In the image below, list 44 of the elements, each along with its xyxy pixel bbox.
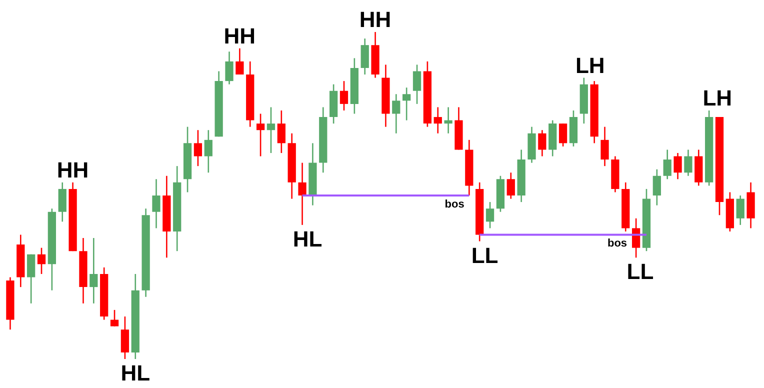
candlestick bbox=[120, 316, 130, 360]
annotation: bos bbox=[607, 238, 628, 250]
candlestick bbox=[486, 201, 494, 229]
candlestick bbox=[434, 106, 442, 134]
candlestick bbox=[110, 309, 119, 327]
annotation: bos bbox=[444, 198, 464, 210]
candlestick bbox=[194, 129, 202, 167]
candlestick bbox=[360, 38, 369, 76]
candlestick bbox=[298, 162, 306, 226]
annotation: LH bbox=[702, 85, 732, 110]
candlestick bbox=[652, 168, 661, 206]
candlestick bbox=[392, 93, 400, 134]
annotation: HL bbox=[292, 226, 322, 252]
candlestick bbox=[277, 110, 286, 154]
candlestick bbox=[444, 106, 452, 134]
candlestick bbox=[558, 122, 568, 148]
annotation: LH bbox=[575, 52, 605, 78]
annotation: LL bbox=[626, 259, 654, 284]
candlestick bbox=[600, 126, 609, 167]
candlestick bbox=[340, 80, 348, 112]
candlestick bbox=[632, 218, 640, 258]
candlestick bbox=[684, 149, 692, 177]
text: HL bbox=[120, 360, 150, 386]
candlestick bbox=[402, 86, 411, 121]
candlestick bbox=[506, 172, 515, 200]
candlestick bbox=[266, 106, 276, 154]
annotation: LL bbox=[471, 242, 498, 268]
candlestick bbox=[27, 254, 36, 304]
candlestick bbox=[236, 48, 244, 76]
candlestick bbox=[90, 237, 98, 304]
annotation: HH bbox=[56, 157, 89, 182]
candlestick bbox=[225, 50, 234, 85]
candlestick bbox=[674, 152, 682, 180]
annotation: HH bbox=[224, 23, 256, 48]
candlestick bbox=[37, 247, 46, 275]
candlestick bbox=[663, 149, 672, 180]
candlestick bbox=[412, 64, 422, 105]
candlestick bbox=[204, 129, 212, 174]
candlestick bbox=[58, 182, 66, 222]
candlestick bbox=[152, 178, 160, 229]
candlestick bbox=[256, 113, 265, 157]
candlestick bbox=[538, 129, 546, 157]
candlestick bbox=[736, 194, 744, 226]
annotation: HH bbox=[359, 7, 392, 32]
